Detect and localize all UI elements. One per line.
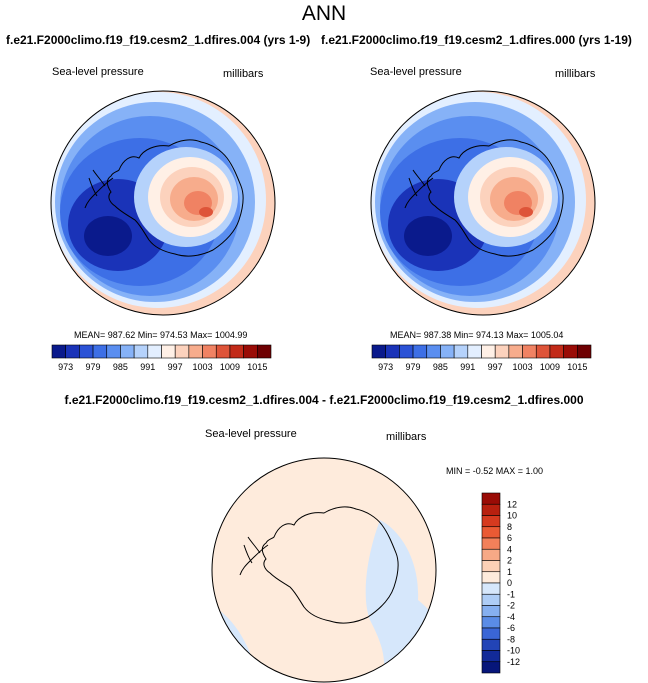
panel-b-colorbar-color-box-7 — [467, 344, 482, 359]
panel-c-colorbar-tick-label: 10 — [507, 511, 517, 521]
panel-c-title: f.e21.F2000climo.f19_f19.cesm2_1.dfires.… — [64, 393, 584, 407]
panel-a-colorbar: 973 979 985 991 997 1003 1009 1015 — [51, 344, 272, 372]
panel-b-colorbar-color-box-3 — [412, 344, 428, 359]
panel-a-colorbar-color-box-13 — [229, 344, 244, 359]
panel-c-colorbar-color-box-12 — [481, 627, 501, 640]
panel-a-colorbar-color-box-9 — [174, 344, 190, 359]
panel-b-colorbar-tick-label: 997 — [488, 362, 503, 372]
panel-b-colorbar-color-box-10 — [508, 344, 523, 359]
panel-a-colorbar-color-box-8 — [161, 344, 176, 359]
panel-a-colorbar-color-box-1 — [65, 344, 80, 359]
panel-b-colorbar-color-box-9 — [494, 344, 510, 359]
panel-c-colorbar-color-box-9 — [481, 593, 501, 606]
panel-c-colorbar-tick-label: 4 — [507, 544, 512, 554]
panel-b-units-label: millibars — [555, 68, 596, 80]
panel-b-colorbar-color-box-8 — [481, 344, 496, 359]
panel-c-colorbar-tick-label: 2 — [507, 556, 512, 566]
panel-b-title: f.e21.F2000climo.f19_f19.cesm2_1.dfires.… — [321, 33, 632, 47]
panel-b-colorbar-tick-label: 1015 — [567, 362, 587, 372]
panel-a-colorbar-color-box-12 — [215, 344, 231, 359]
panel-b-colorbar-color-box-12 — [535, 344, 551, 359]
panel-c-colorbar-color-box-15 — [481, 661, 501, 674]
panel-c-colorbar-tick-label: -6 — [507, 623, 515, 633]
panel-b-colorbar-color-box-0 — [371, 344, 386, 359]
panel-c-stats: MIN = -0.52 MAX = 1.00 — [446, 466, 544, 476]
panel-b-colorbar-tick-label: 991 — [460, 362, 475, 372]
panel-a-colorbar-color-box-2 — [79, 344, 94, 359]
panel-a-colorbar-color-box-3 — [92, 344, 108, 359]
panel-b-map — [370, 90, 596, 316]
panel-c-colorbar-color-box-13 — [481, 638, 501, 651]
panel-b-colorbar-tick-label: 1009 — [540, 362, 560, 372]
panel-a-colorbar-color-box-14 — [243, 344, 258, 359]
panel-c-colorbar-tick-label: 1 — [507, 567, 512, 577]
panel-c-colorbar-color-box-6 — [481, 560, 501, 573]
panel-a-colorbar-tick-label: 985 — [113, 362, 128, 372]
panel-b-colorbar-color-box-5 — [440, 344, 455, 359]
panel-a-colorbar-color-box-11 — [202, 344, 217, 359]
panel-c-colorbar-tick-label: 8 — [507, 522, 512, 532]
panel-a-stats: MEAN= 987.62 Min= 974.53 Max= 1004.99 — [74, 330, 248, 340]
panel-b-colorbar-color-box-1 — [385, 344, 400, 359]
panel-c-colorbar-tick-label: -4 — [507, 612, 515, 622]
panel-a-colorbar-tick-label: 991 — [140, 362, 155, 372]
panel-c-colorbar-tick-label: 0 — [507, 578, 512, 588]
figure-title: ANN — [301, 2, 347, 25]
panel-a-title: f.e21.F2000climo.f19_f19.cesm2_1.dfires.… — [6, 33, 311, 47]
panel-b-variable-label: Sea-level pressure — [370, 66, 462, 78]
panel-a-colorbar-color-box-5 — [120, 344, 135, 359]
panel-c-colorbar-tick-label: -8 — [507, 634, 515, 644]
panel-c-colorbar-color-box-3 — [481, 526, 501, 539]
panel-c-colorbar-color-box-5 — [481, 548, 501, 561]
panel-c-colorbar-tick-label: -2 — [507, 601, 515, 611]
panel-b-colorbar-color-box-14 — [563, 344, 578, 359]
panel-b-colorbar-color-box-6 — [453, 344, 469, 359]
panel-a-colorbar-tick-label: 1015 — [247, 362, 267, 372]
panel-b-colorbar-color-box-4 — [426, 344, 441, 359]
panel-a-colorbar-tick-label: 973 — [58, 362, 73, 372]
panel-c-colorbar-color-box-2 — [481, 515, 501, 528]
panel-c-colorbar-color-box-7 — [481, 571, 501, 584]
panel-a-colorbar-color-box-10 — [188, 344, 203, 359]
panel-c-colorbar-color-box-8 — [481, 582, 501, 595]
panel-a-colorbar-tick-label: 997 — [168, 362, 183, 372]
panel-a-colorbar-color-box-6 — [133, 344, 149, 359]
panel-b-colorbar: 973 979 985 991 997 1003 1009 1015 — [371, 344, 592, 372]
panel-a-colorbar-color-box-0 — [51, 344, 66, 359]
panel-b-colorbar-tick-label: 985 — [433, 362, 448, 372]
panel-a-colorbar-color-box-7 — [147, 344, 162, 359]
panel-b-stats: MEAN= 987.38 Min= 974.13 Max= 1005.04 — [390, 330, 564, 340]
panel-c-variable-label: Sea-level pressure — [205, 428, 297, 440]
panel-c-colorbar-color-box-0 — [481, 492, 501, 505]
panel-a-colorbar-color-box-15 — [257, 344, 272, 359]
panel-b-colorbar-color-box-11 — [522, 344, 537, 359]
panel-c-colorbar-color-box-4 — [481, 537, 501, 550]
panel-a-colorbar-tick-label: 1003 — [193, 362, 213, 372]
panel-c-units-label: millibars — [386, 431, 427, 443]
panel-c-colorbar-color-box-1 — [481, 503, 501, 516]
panel-a-map — [50, 90, 276, 316]
panel-c-map — [211, 457, 437, 683]
panel-a-variable-label: Sea-level pressure — [52, 66, 144, 78]
panel-b-colorbar-tick-label: 1003 — [513, 362, 533, 372]
panel-c-colorbar-tick-label: 6 — [507, 533, 512, 543]
panel-b-colorbar-color-box-2 — [399, 344, 414, 359]
panel-c-colorbar-tick-label: 12 — [507, 499, 517, 509]
panel-c-colorbar-tick-label: -1 — [507, 589, 515, 599]
panel-b-colorbar-tick-label: 979 — [406, 362, 421, 372]
panel-c-colorbar-color-box-10 — [481, 605, 501, 618]
panel-b-colorbar-color-box-15 — [577, 344, 592, 359]
panel-b-colorbar-color-box-13 — [549, 344, 564, 359]
panel-a-units-label: millibars — [223, 68, 264, 80]
panel-c-colorbar-tick-label: -12 — [507, 657, 520, 667]
panel-c-colorbar-color-box-14 — [481, 650, 501, 663]
panel-a-colorbar-tick-label: 979 — [86, 362, 101, 372]
panel-c-colorbar-tick-label: -10 — [507, 646, 520, 656]
panel-a-colorbar-color-box-4 — [106, 344, 121, 359]
panel-a-colorbar-tick-label: 1009 — [220, 362, 240, 372]
panel-b-colorbar-tick-label: 973 — [378, 362, 393, 372]
panel-c-colorbar-color-box-11 — [481, 616, 501, 629]
